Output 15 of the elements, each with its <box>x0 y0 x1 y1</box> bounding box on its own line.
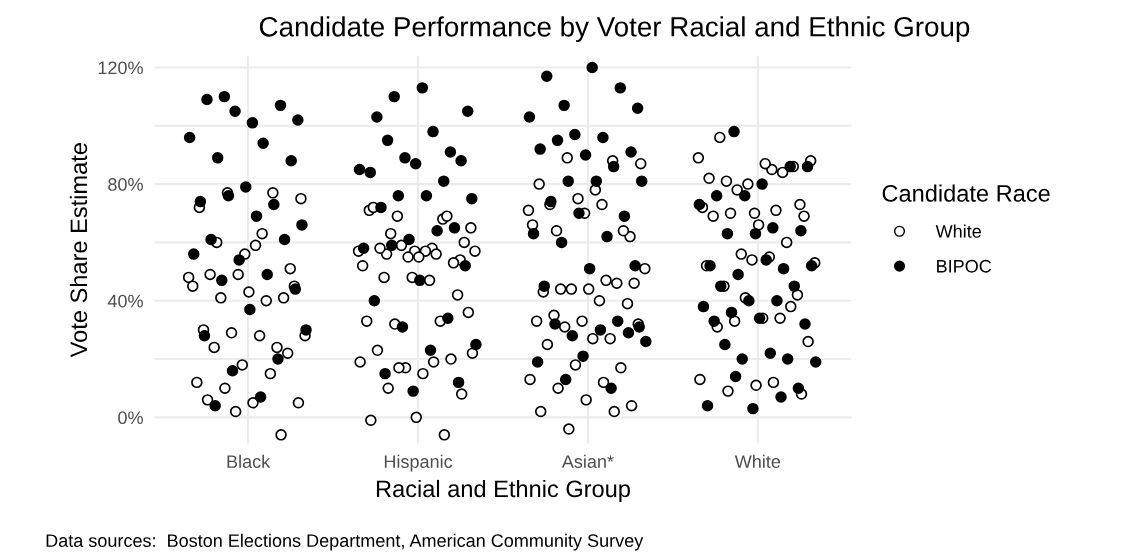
x-tick-label: Asian* <box>561 454 614 468</box>
y-tick-label: 0% <box>118 411 143 425</box>
text: Data sources: Boston Elections Department, American Community Survey <box>46 533 644 551</box>
legend-title: Candidate Race <box>882 184 1050 202</box>
x-tick-label: Hispanic <box>384 454 453 472</box>
x-axis-title: Racial and Ethnic Group <box>376 479 630 502</box>
y-tick-label: 80% <box>108 178 143 191</box>
x-tick-label: White <box>734 454 781 468</box>
y-tick-label: 120% <box>98 61 143 75</box>
y-tick-label: 40% <box>107 294 143 308</box>
x-tick-label: Black <box>227 454 271 468</box>
legend-label: BIPOC <box>937 259 992 273</box>
chart-title: Candidate Performance by Voter Racial and Ethnic Group <box>259 16 970 43</box>
legend-label: White <box>935 224 981 238</box>
y-axis-title: Vote Share Estimate <box>69 143 88 358</box>
